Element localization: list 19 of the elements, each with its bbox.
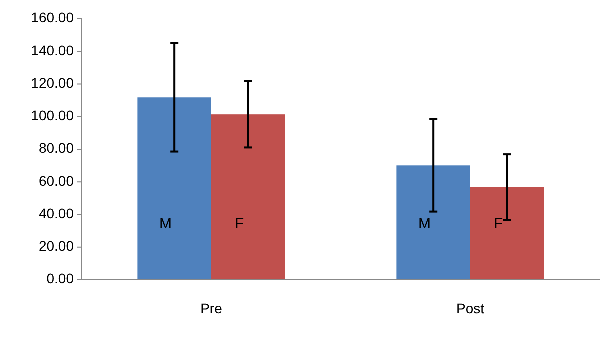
y-tick-label: 160.00 — [31, 10, 74, 26]
series-label: F — [494, 216, 504, 233]
y-tick-label: 60.00 — [38, 172, 74, 189]
y-tick-label: 100.00 — [31, 108, 74, 124]
series-label: M — [159, 216, 172, 233]
x-tick-label: Pre — [200, 300, 223, 317]
y-tick-label: 140.00 — [31, 42, 74, 58]
bar — [396, 166, 470, 280]
y-tick-label: 40.00 — [38, 205, 74, 222]
text: M — [418, 216, 431, 233]
text: F — [234, 216, 244, 233]
bar — [212, 114, 286, 280]
y-tick-label: 0.00 — [46, 270, 74, 287]
y-tick-label: 20.00 — [38, 238, 74, 254]
bar — [138, 98, 212, 280]
bar — [470, 187, 544, 280]
y-tick-label: 80.00 — [38, 140, 74, 156]
y-tick-label: 120.00 — [31, 74, 74, 91]
x-tick-label: Post — [456, 300, 485, 317]
